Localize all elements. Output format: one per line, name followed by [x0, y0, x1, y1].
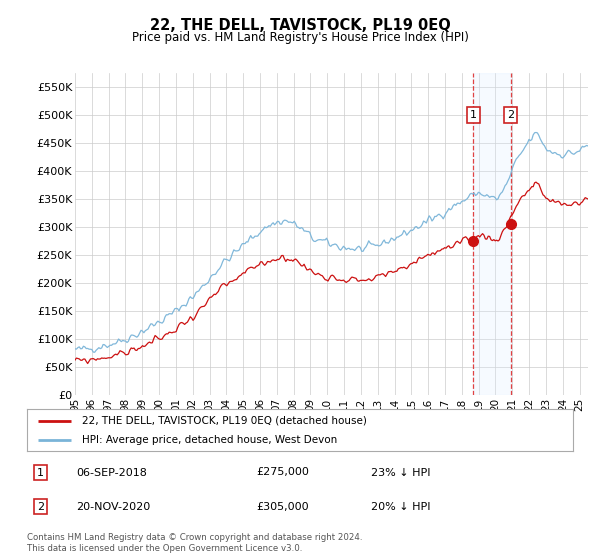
Text: 22, THE DELL, TAVISTOCK, PL19 0EQ: 22, THE DELL, TAVISTOCK, PL19 0EQ — [149, 18, 451, 33]
Text: 20% ↓ HPI: 20% ↓ HPI — [371, 502, 430, 511]
Text: 22, THE DELL, TAVISTOCK, PL19 0EQ (detached house): 22, THE DELL, TAVISTOCK, PL19 0EQ (detac… — [82, 416, 367, 426]
Text: Price paid vs. HM Land Registry's House Price Index (HPI): Price paid vs. HM Land Registry's House … — [131, 31, 469, 44]
Text: 06-SEP-2018: 06-SEP-2018 — [76, 468, 147, 478]
Text: 2: 2 — [37, 502, 44, 511]
Text: 1: 1 — [37, 468, 44, 478]
Text: £305,000: £305,000 — [256, 502, 309, 511]
Bar — [473, 73, 511, 395]
Text: 23% ↓ HPI: 23% ↓ HPI — [371, 468, 430, 478]
Text: HPI: Average price, detached house, West Devon: HPI: Average price, detached house, West… — [82, 435, 337, 445]
Text: 1: 1 — [470, 110, 477, 120]
Text: £275,000: £275,000 — [256, 468, 309, 478]
Text: 20-NOV-2020: 20-NOV-2020 — [76, 502, 151, 511]
Text: Contains HM Land Registry data © Crown copyright and database right 2024.
This d: Contains HM Land Registry data © Crown c… — [27, 533, 362, 553]
Text: 2: 2 — [507, 110, 514, 120]
